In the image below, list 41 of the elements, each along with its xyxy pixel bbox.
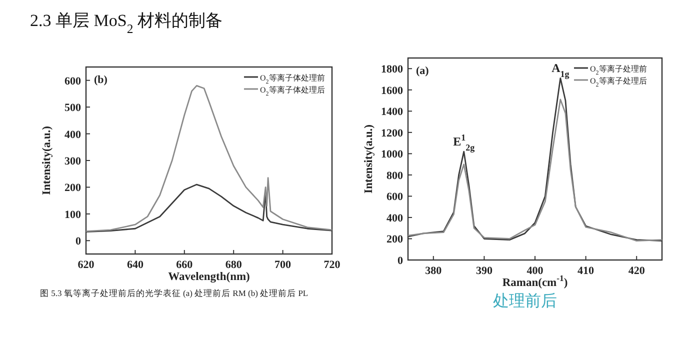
text: (b) <box>94 74 108 86</box>
x-tick-label: 660 <box>176 259 194 271</box>
text: (a) <box>416 65 430 77</box>
y-axis-title: Intensity(a.u.) <box>363 124 375 194</box>
x-tick-label: 680 <box>225 259 242 271</box>
legend-label: O$_{2}$等离子体处理前 <box>260 74 325 86</box>
x-tick-label: 390 <box>476 265 493 277</box>
text: 2.3 单层 MoS$_{2}$ 材料的制备 <box>30 11 222 36</box>
annotation: A$_{1g}$ <box>552 61 570 80</box>
y-tick-label: 1800 <box>381 64 404 76</box>
y-tick-label: 1400 <box>381 106 404 118</box>
y-tick-label: 1600 <box>381 84 404 97</box>
y-tick-label: 0 <box>398 255 404 267</box>
caption: 图 5.3 氧等离子处理前后的光学表征 (a) 处理前后 RM (b) 处理前后 PL <box>40 288 308 298</box>
y-tick-label: 400 <box>64 128 82 141</box>
legend-label: O$_{2}$等离子体处理后 <box>260 86 325 98</box>
y-tick-label: 0 <box>76 236 82 248</box>
y-tick-label: 400 <box>386 212 404 224</box>
x-tick-label: 420 <box>628 265 646 277</box>
y-axis-title: Intensity(a.u.) <box>41 126 53 196</box>
y-tick-label: 800 <box>386 170 404 182</box>
y-tick-label: 100 <box>64 208 82 221</box>
text: 处理前后 <box>493 291 557 310</box>
y-tick-label: 300 <box>64 156 82 168</box>
line-series <box>85 85 333 232</box>
x-tick-label: 700 <box>274 259 292 271</box>
x-tick-label: 410 <box>578 265 595 277</box>
y-tick-label: 1200 <box>381 127 404 140</box>
x-tick-label: 720 <box>324 259 341 271</box>
x-tick-label: 620 <box>78 259 95 271</box>
legend-label: O$_{2}$等离子处理前 <box>590 64 647 76</box>
x-axis-title: Wavelength(nm) <box>168 271 250 283</box>
y-tick-label: 1000 <box>381 148 404 161</box>
legend-label: O$_{2}$等离子处理后 <box>590 76 647 88</box>
y-tick-label: 200 <box>386 234 404 246</box>
y-tick-label: 200 <box>64 182 82 194</box>
y-tick-label: 600 <box>386 191 404 204</box>
x-tick-label: 640 <box>126 259 144 271</box>
y-tick-label: 600 <box>64 75 82 88</box>
y-tick-label: 500 <box>64 102 82 114</box>
x-tick-label: 380 <box>425 265 442 277</box>
